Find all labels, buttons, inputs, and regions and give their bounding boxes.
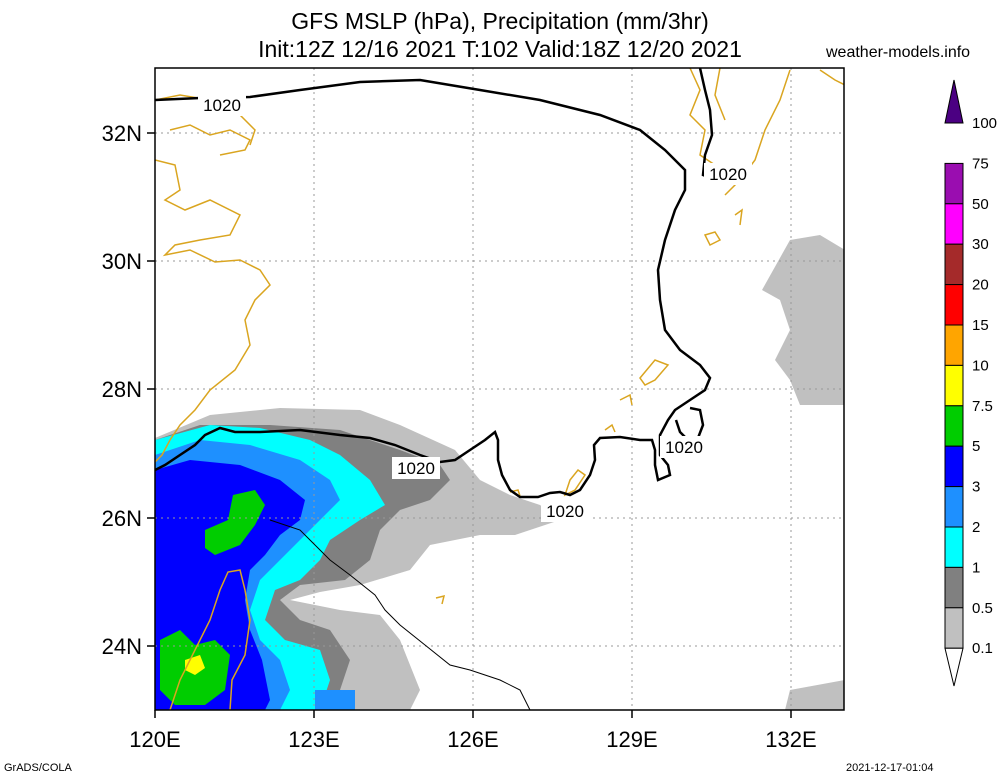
colorbar-swatch: [944, 486, 964, 528]
boundary-line: [269, 519, 531, 710]
lat-label: 24N: [102, 634, 142, 659]
contour-label: 1020: [709, 165, 747, 184]
colorbar-label: 50: [972, 196, 989, 213]
colorbar-label: 7.5: [972, 398, 993, 415]
colorbar-swatch: [944, 445, 964, 488]
grads-credit: GrADS/COLA: [4, 762, 72, 774]
colorbar-swatch: [944, 526, 964, 568]
lat-label: 26N: [102, 506, 142, 531]
map-title-line1: GFS MSLP (hPa), Precipitation (mm/3hr): [291, 8, 709, 34]
colorbar-label: 15: [972, 317, 989, 334]
contour-label: 1020: [546, 502, 584, 521]
contour-labels: 1020 1020 1020 1020 1020: [198, 94, 752, 522]
colorbar-label: 100: [972, 115, 997, 132]
colorbar-label: 20: [972, 277, 989, 294]
colorbar-swatch: [944, 79, 964, 124]
colorbar-swatch: [944, 203, 964, 245]
colorbar-swatch: [944, 405, 964, 447]
contour-label: 1020: [665, 438, 703, 457]
contour-label: 1020: [203, 96, 241, 115]
render-timestamp: 2021-12-17-01:04: [846, 762, 934, 774]
axis-ticks: [147, 132, 792, 718]
precip-light-patch-se: [785, 680, 844, 710]
lon-labels: 120E 123E 126E 129E 132E: [129, 727, 816, 752]
contour-label: 1020: [397, 459, 435, 478]
lat-label: 28N: [102, 377, 142, 402]
colorbar-label: 2: [972, 519, 980, 536]
map-title-line2: Init:12Z 12/16 2021 T:102 Valid:18Z 12/2…: [258, 36, 742, 62]
precip-dodger-strip: [315, 690, 355, 710]
colorbar-swatch: [944, 647, 964, 687]
colorbar-label: 0.5: [972, 600, 993, 617]
colorbar-label: 10: [972, 357, 989, 374]
colorbar-label: 30: [972, 236, 989, 253]
colorbar: 100 75 50 30 20 15 10 7.5 5 3 2 1 0.5 0.1: [944, 79, 997, 687]
lat-label: 32N: [102, 121, 142, 146]
precip-light-band-east: [762, 235, 844, 405]
lat-label: 30N: [102, 249, 142, 274]
lon-label: 123E: [288, 727, 339, 752]
precip-green-cell-north: [205, 490, 265, 555]
colorbar-swatch: [944, 162, 964, 205]
isobars-1020: [155, 68, 716, 499]
coastlines: [155, 68, 844, 710]
colorbar-label: 75: [972, 155, 989, 172]
colorbar-label: 3: [972, 479, 980, 496]
site-credit: weather-models.info: [826, 44, 971, 61]
lon-label: 126E: [447, 727, 498, 752]
map-area: [155, 68, 844, 710]
lat-labels: 32N 30N 28N 26N 24N: [102, 121, 142, 659]
colorbar-swatch: [944, 364, 964, 407]
graticule: [155, 68, 844, 710]
colorbar-label: 1: [972, 559, 980, 576]
lon-label: 132E: [765, 727, 816, 752]
lon-label: 120E: [129, 727, 180, 752]
colorbar-swatch: [944, 243, 964, 286]
colorbar-label: 5: [972, 438, 980, 455]
colorbar-label: 0.1: [972, 640, 993, 657]
colorbar-swatch: [944, 324, 964, 366]
colorbar-swatch: [944, 284, 964, 326]
lon-label: 129E: [606, 727, 657, 752]
colorbar-swatch: [944, 607, 964, 649]
colorbar-swatch: [944, 566, 964, 609]
